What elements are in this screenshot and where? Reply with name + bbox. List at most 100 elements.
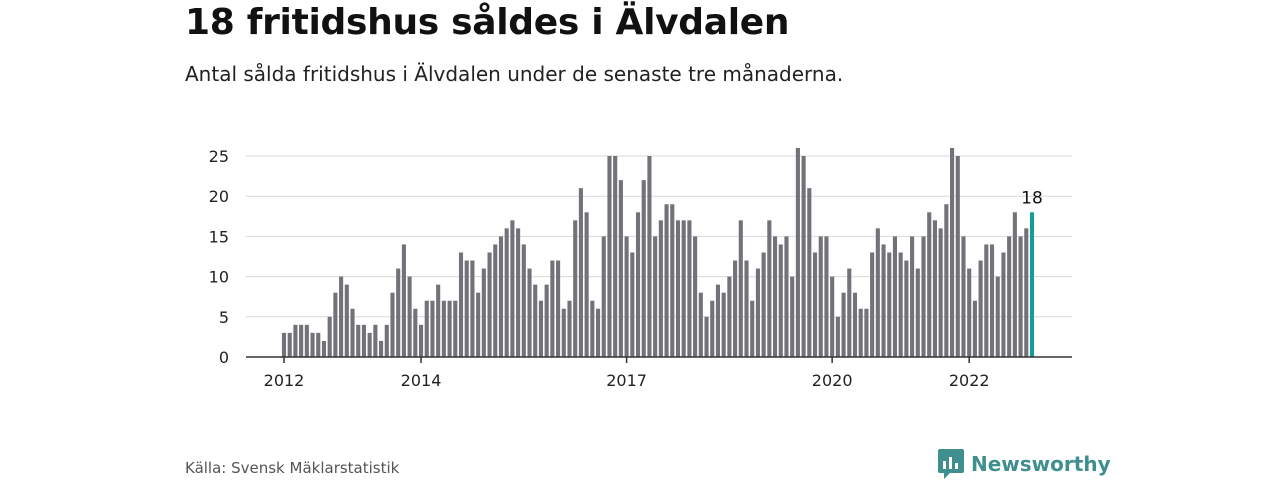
bar [898,252,903,357]
bar [361,324,366,357]
bar [847,268,852,357]
x-tick-label: 2017 [606,371,647,390]
bar [870,252,875,357]
bar [373,324,378,357]
bar [584,212,589,357]
bar [773,236,778,357]
bar [932,220,937,357]
source-note: Källa: Svensk Mäklarstatistik [185,459,400,477]
bar [344,284,349,357]
bar [904,260,909,357]
bar [693,236,698,357]
bar [441,300,446,357]
x-tick-label: 2022 [949,371,990,390]
bar [327,316,332,357]
x-tick-label: 2014 [401,371,442,390]
newsworthy-logo[interactable]: Newsworthy [938,449,1111,479]
bar [972,300,977,357]
bar [396,268,401,357]
bar [464,260,469,357]
bar [521,244,526,357]
bar [807,188,812,357]
bar [784,236,789,357]
bar [533,284,538,357]
y-tick-label: 0 [219,348,229,367]
bar [967,268,972,357]
bar [727,276,732,357]
bar [333,292,338,357]
bar [1007,236,1012,357]
bar [647,156,652,357]
bar [635,212,641,357]
bar [356,324,361,357]
bar [281,332,287,357]
bar [767,220,772,357]
bar [556,260,561,357]
bar [778,244,783,357]
bar [989,244,995,357]
bar [498,236,504,357]
bar [413,308,418,357]
bar [339,276,344,357]
bar [613,156,618,357]
bar [299,324,304,357]
bar [687,220,692,357]
bar [630,252,635,357]
bar [875,228,880,357]
bar [550,260,555,357]
bar [573,220,578,357]
y-tick-label: 15 [209,227,229,246]
bar [653,236,658,357]
bar [418,324,424,357]
bar [510,220,515,357]
bar [1012,212,1017,357]
bar [715,284,721,357]
bar [316,332,321,357]
bar [721,292,726,357]
y-tick-label: 10 [209,268,229,287]
bar [618,180,623,357]
data-label: 18 [1021,188,1043,208]
bar [887,252,892,357]
bar [664,204,669,357]
bar [733,260,738,357]
bar [481,268,486,357]
bar-highlight [1029,212,1035,357]
bar [453,300,458,357]
chart-subtitle: Antal sålda fritidshus i Älvdalen under … [185,62,844,86]
bar [704,316,709,357]
bar [590,300,595,357]
y-tick-label: 5 [219,308,229,327]
bar [830,276,835,357]
bar [310,332,315,357]
bar [527,268,532,357]
bar [1018,236,1023,357]
bar [984,244,989,357]
bar [658,220,663,357]
bar [447,300,452,357]
bar [578,188,583,357]
bar [892,236,898,357]
bar [544,284,549,357]
bar [801,156,806,357]
bar [367,332,372,357]
bar [624,236,629,357]
x-tick-label: 2012 [264,371,305,390]
bar [812,252,818,357]
bar [350,308,355,357]
newsworthy-logo-icon [938,449,964,479]
bar [487,252,492,357]
bar-chart: 0 5 10 15 20 25 2012 2014 2017 2020 2022 18 [209,147,1072,390]
bar [961,236,966,357]
bar [858,308,863,357]
bar [595,308,601,357]
bar [287,332,292,357]
bar [750,300,755,357]
bar [516,228,521,357]
bar [790,276,795,357]
bar [458,252,464,357]
bar [321,340,327,357]
bar [841,292,846,357]
x-tick-label: 2020 [812,371,853,390]
bar [835,316,840,357]
